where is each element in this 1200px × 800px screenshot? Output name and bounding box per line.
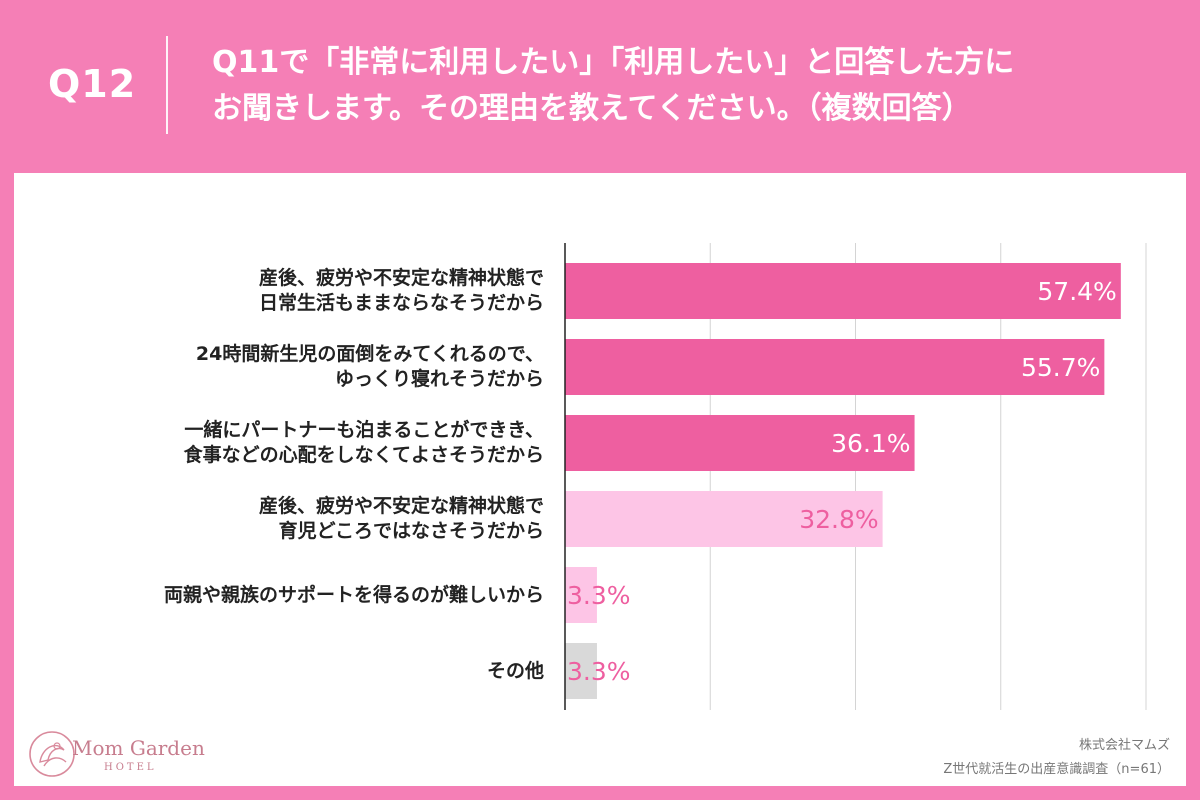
category-label-line: 両親や親族のサポートを得るのが難しいから (163, 583, 544, 606)
question-number: Q12 (48, 62, 137, 106)
category-label-line: 日常生活もままならなそうだから (258, 292, 544, 314)
logo-subtitle: HOTEL (104, 762, 157, 773)
bar (565, 415, 915, 471)
data-label: 3.3% (567, 657, 631, 686)
category-label-line: その他 (486, 659, 544, 682)
bar (565, 643, 597, 699)
category-label-line: 育児どころではなさそうだから (278, 520, 544, 542)
category-label: 24時間新生児の面倒をみてくれるので、ゆっくり寝れそうだから (196, 342, 544, 392)
category-label: 一緒にパートナーも泊まることができき、 食事などの心配をしなくてよさそうだから (184, 418, 544, 468)
category-label: 産後、疲労や不安定な精神状態で育児どころではなさそうだから (259, 494, 544, 544)
category-label-line: 食事などの心配をしなくてよさそうだから (183, 444, 544, 466)
source-company: 株式会社マムズ (1078, 738, 1170, 753)
category-label: その他 (487, 659, 544, 684)
question-title-line-1: Q11で「非常に利用したい」「利用したい」と回答した方に (212, 45, 1015, 80)
bar (565, 263, 1121, 319)
category-label-line: 産後、疲労や不安定な精神状態で (258, 267, 544, 289)
data-label: 36.1% (831, 429, 910, 458)
bar (565, 339, 1105, 395)
category-label: 両親や親族のサポートを得るのが難しいから (164, 583, 544, 608)
header-divider (166, 36, 168, 134)
bar (565, 491, 883, 547)
mom-garden-logo-icon (29, 731, 75, 777)
category-label-line: 一緒にパートナーも泊まることができき、 (184, 419, 544, 441)
data-label: 55.7% (1021, 353, 1100, 382)
data-label: 32.8% (799, 505, 878, 534)
category-label: 産後、疲労や不安定な精神状態で 日常生活もままならなそうだから (259, 266, 544, 316)
question-title-line-2: お聞きします。その理由を教えてください。（複数回答） (212, 91, 972, 126)
bar (565, 567, 597, 623)
category-label-line: 産後、疲労や不安定な精神状態で (258, 495, 544, 517)
logo-name: Mom Garden (72, 736, 205, 760)
data-label: 57.4% (1037, 277, 1116, 306)
category-label-line: 24時間新生児の面倒をみてくれるので、 (195, 343, 544, 365)
data-label: 3.3% (567, 581, 631, 610)
category-label-line: ゆっくり寝れそうだから (334, 368, 544, 390)
question-title: Q11で「非常に利用したい」「利用したい」と回答した方に お聞きします。その理由… (212, 40, 1172, 132)
source-survey: Z世代就活生の出産意識調査（n=61） (943, 762, 1170, 777)
